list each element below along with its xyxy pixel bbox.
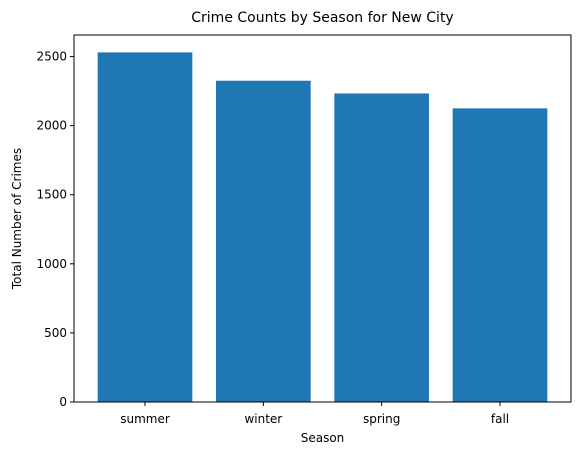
x-tick-label: spring [363,412,400,426]
x-axis-label: Season [301,431,345,445]
y-tick-label: 0 [59,395,67,409]
x-tick-label: summer [120,412,170,426]
chart-title: Crime Counts by Season for New City [191,10,453,26]
bar-summer [97,52,193,402]
y-tick-label: 2500 [36,50,67,64]
bar-spring [334,93,429,403]
y-axis: 0 500 1000 1500 2000 2500 [36,50,74,409]
y-tick-label: 1500 [36,188,67,202]
x-tick-label: fall [491,412,509,426]
plot-frame [73,34,572,403]
bars-group [97,52,548,403]
y-tick-label: 1000 [36,257,67,271]
y-tick-label: 2000 [36,119,67,133]
bar-fall [452,108,548,402]
x-tick-label: winter [244,412,282,426]
y-tick-label: 500 [44,326,67,340]
bar-winter [216,80,311,403]
x-axis: summer winter spring fall [120,402,509,426]
y-axis-label: Total Number of Crimes [10,148,24,290]
